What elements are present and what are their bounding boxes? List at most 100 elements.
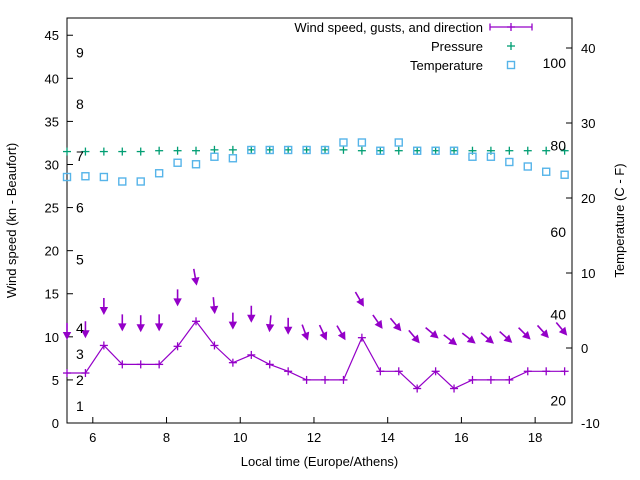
y-axis-tick-label: 5 xyxy=(52,373,59,388)
arrow-head xyxy=(521,331,531,340)
wind-direction-arrow xyxy=(372,314,383,329)
x-axis-tick-label: 10 xyxy=(233,430,247,445)
beaufort-scale-label: 1 xyxy=(76,398,84,414)
wind-direction-arrow xyxy=(62,322,72,340)
wind-direction-arrow xyxy=(536,324,549,339)
temperature-marker xyxy=(560,170,569,179)
wind-direction-arrow xyxy=(228,312,238,330)
fahrenheit-scale-label: 40 xyxy=(550,306,566,322)
x-axis-tick-label: 12 xyxy=(307,430,321,445)
arrow-head xyxy=(118,323,127,332)
beaufort-scale-label: 6 xyxy=(76,200,84,216)
x-axis-tick-label: 16 xyxy=(454,430,468,445)
legend-label: Pressure xyxy=(431,39,483,54)
fahrenheit-scale-label: 80 xyxy=(550,138,566,154)
y-axis-tick-label: 15 xyxy=(45,287,59,302)
y2-axis-tick-label: -10 xyxy=(581,416,600,431)
wind-direction-arrow xyxy=(336,325,346,341)
temperature-marker xyxy=(228,154,238,163)
wind-direction-arrow xyxy=(354,291,364,307)
temperature-marker xyxy=(468,152,477,161)
wind-direction-arrow xyxy=(389,317,402,332)
wind-direction-arrow xyxy=(555,322,568,336)
arrow-head xyxy=(265,323,275,333)
beaufort-scale-label: 8 xyxy=(76,96,84,112)
wind-direction-arrow xyxy=(99,297,109,315)
y2-axis-tick-label: 40 xyxy=(581,41,595,56)
arrow-head xyxy=(411,334,420,344)
temperature-marker xyxy=(357,138,367,147)
wind-direction-arrow xyxy=(191,268,200,286)
y-axis-tick-label: 20 xyxy=(45,244,59,259)
arrow-head xyxy=(337,331,346,341)
y-axis-tick-label: 10 xyxy=(45,330,59,345)
wind-direction-arrow xyxy=(461,332,476,344)
arrow-head xyxy=(228,321,238,330)
temperature-marker xyxy=(302,145,311,155)
temperature-marker xyxy=(210,152,219,161)
inline-scale-labels: 1 2 3 4 5 6 7 8 9 20 40 60 80 100 xyxy=(76,44,566,413)
wind-direction-arrow xyxy=(247,305,256,323)
wind-speed-line xyxy=(67,320,565,390)
wind-direction-arrow xyxy=(265,315,275,333)
arrow-head xyxy=(154,323,164,332)
arrow-head xyxy=(448,337,458,346)
wind-direction-arrow xyxy=(154,314,164,332)
arrow-head xyxy=(247,314,256,323)
wind-direction-arrow xyxy=(408,329,420,344)
wind-direction-arrow xyxy=(301,324,310,341)
arrow-head xyxy=(392,322,402,332)
y2-axis-tick-label: 20 xyxy=(581,191,595,206)
chart-legend: Wind speed, gusts, and direction Pressure… xyxy=(294,20,533,73)
fahrenheit-scale-label: 60 xyxy=(550,224,566,240)
temperature-marker xyxy=(449,146,459,155)
wind-direction-arrow xyxy=(480,332,494,344)
arrow-head xyxy=(540,329,549,339)
arrow-head xyxy=(356,297,364,307)
x-axis-title: Local time (Europe/Athens) xyxy=(241,454,399,469)
arrow-head xyxy=(283,326,293,335)
arrow-head xyxy=(429,330,439,339)
beaufort-scale-label: 9 xyxy=(76,44,84,60)
arrow-head xyxy=(99,306,109,315)
legend-label: Wind speed, gusts, and direction xyxy=(294,20,483,35)
arrow-head xyxy=(62,331,72,340)
wind-direction-arrow xyxy=(318,324,328,341)
beaufort-scale-label: 2 xyxy=(76,372,84,388)
temperature-marker xyxy=(173,158,182,167)
temperature-marker xyxy=(283,145,293,155)
y-axis-title: Wind speed (kn - Beaufort) xyxy=(4,143,19,298)
y-axis-tick-label: 30 xyxy=(45,157,59,172)
y2-axis-tick-label: 30 xyxy=(581,116,595,131)
temperature-marker xyxy=(412,146,422,155)
legend-label: Temperature xyxy=(410,58,483,73)
y-axis-tick-label: 45 xyxy=(45,28,59,43)
arrow-head xyxy=(209,305,219,315)
temperature-marker xyxy=(505,157,514,167)
arrow-head xyxy=(558,326,568,336)
y2-axis-tick-label: 10 xyxy=(581,266,595,281)
arrow-head xyxy=(173,298,182,307)
temperature-marker xyxy=(339,138,348,147)
plot-area-border xyxy=(66,17,573,424)
fahrenheit-scale-label: 100 xyxy=(543,55,567,71)
y-axis-tick-label: 40 xyxy=(45,71,59,86)
wind-direction-arrow xyxy=(425,327,439,339)
wind-direction-arrow xyxy=(283,317,293,335)
arrow-head xyxy=(191,277,200,286)
temperature-marker xyxy=(541,167,551,176)
temperature-marker xyxy=(320,145,330,155)
temperature-marker xyxy=(486,152,496,161)
y-axis-tick-label: 0 xyxy=(52,416,59,431)
arrow-head xyxy=(466,335,476,344)
beaufort-scale-label: 4 xyxy=(76,320,84,336)
fahrenheit-scale-label: 20 xyxy=(550,393,566,409)
series-group xyxy=(62,138,569,393)
arrow-head xyxy=(301,331,310,341)
temperature-marker xyxy=(247,145,256,155)
y2-axis-tick-label: 0 xyxy=(581,341,588,356)
temperature-marker xyxy=(81,172,90,181)
